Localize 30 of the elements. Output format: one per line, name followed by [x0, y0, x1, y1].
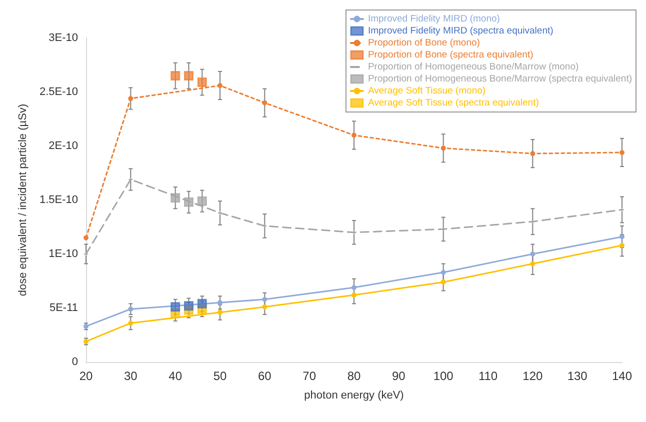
x-tick-label: 90: [392, 369, 406, 383]
x-tick-label: 130: [567, 369, 588, 383]
x-tick-label: 30: [124, 369, 138, 383]
y-tick-label: 2E-10: [48, 140, 78, 152]
y-tick-label: 3E-10: [48, 32, 78, 44]
y-tick-label: 0: [72, 356, 78, 368]
x-tick-label: 120: [522, 369, 543, 383]
legend-label: Proportion of Bone (spectra equivalent): [368, 50, 534, 60]
y-tick-label: 5E-11: [49, 302, 78, 314]
legend-label: Improved Fidelity MIRD (mono): [368, 14, 500, 24]
x-tick-label: 60: [258, 369, 272, 383]
x-tick-label: 20: [79, 369, 93, 383]
x-tick-label: 100: [433, 369, 454, 383]
legend-label: Improved Fidelity MIRD (spectra equivalent): [368, 26, 554, 36]
legend-label: Proportion of Homogeneous Bone/Marrow (mono): [368, 62, 579, 72]
legend-label: Average Soft Tissue (mono): [368, 86, 486, 96]
x-tick-label: 80: [347, 369, 361, 383]
x-tick-label: 50: [213, 369, 227, 383]
x-tick-label: 70: [302, 369, 316, 383]
y-tick-label: 1.5E-10: [39, 194, 78, 206]
legend-label: Proportion of Homogeneous Bone/Marrow (spectra equivalent): [368, 74, 632, 84]
x-tick-label: 40: [168, 369, 182, 383]
x-axis-title: photon energy (keV): [304, 390, 404, 402]
y-tick-label: 1E-10: [48, 248, 78, 260]
x-tick-label: 140: [612, 369, 632, 383]
legend-label: Proportion of Bone (mono): [368, 38, 480, 48]
y-tick-label: 2.5E-10: [39, 86, 78, 98]
x-tick-label: 110: [478, 369, 498, 383]
y-axis-title: dose equivalent / incident particle (µSv): [17, 104, 30, 296]
legend-label: Average Soft Tissue (spectra equivalent): [368, 98, 539, 108]
